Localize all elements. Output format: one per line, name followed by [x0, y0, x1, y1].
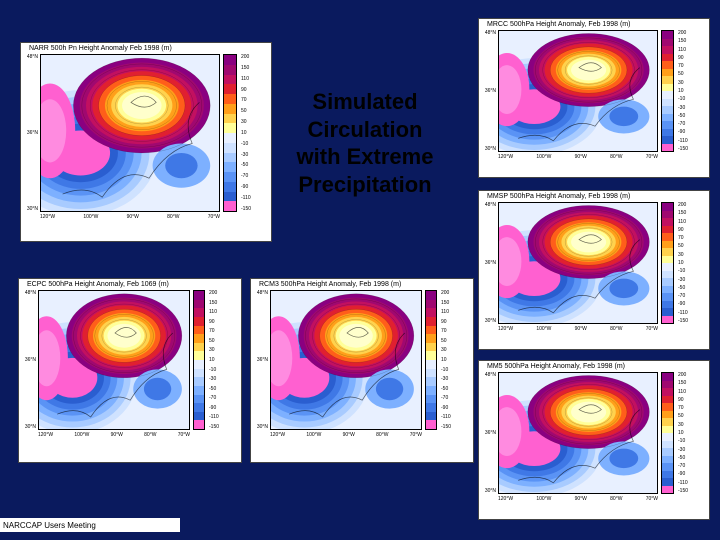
- colorbar: [425, 290, 437, 430]
- axis-x: 120°W100°W90°W80°W70°W: [40, 214, 220, 220]
- axis-y: 48°N36°N30°N: [484, 372, 496, 494]
- axis-y: 48°N36°N30°N: [24, 290, 36, 430]
- map-wrap: 48°N36°N30°N 120°W100°W90°W80°W70°W: [498, 372, 658, 494]
- panel-body: 48°N36°N30°N 120°W100°W90°W80°W70°W 2001…: [19, 288, 241, 434]
- colorbar-labels: 2001501109070503010-10-30-50-70-90-110-1…: [240, 54, 251, 212]
- axis-y: 48°N36°N30°N: [256, 290, 268, 430]
- panel-title: NARR 500h Pn Height Anomaly Feb 1998 (m): [21, 43, 271, 52]
- axis-y: 48°N36°N30°N: [484, 202, 496, 324]
- map: [40, 54, 220, 212]
- panel-body: 48°N36°N30°N 120°W100°W90°W80°W70°W 2001…: [251, 288, 473, 434]
- slide-root: SimulatedCirculationwith ExtremePrecipit…: [0, 0, 720, 540]
- colorbar: [661, 202, 674, 324]
- map: [498, 202, 658, 324]
- map: [498, 30, 658, 152]
- map: [270, 290, 422, 430]
- axis-x: 120°W100°W90°W80°W70°W: [38, 432, 190, 438]
- panel-body: 48°N36°N30°N 120°W100°W90°W80°W70°W 2001…: [21, 52, 271, 216]
- map-wrap: 48°N36°N30°N 120°W100°W90°W80°W70°W: [38, 290, 190, 430]
- colorbar-labels: 2001501109070503010-10-30-50-70-90-110-1…: [677, 30, 688, 152]
- colorbar-labels: 2001501109070503010-10-30-50-70-90-110-1…: [677, 372, 688, 494]
- map: [498, 372, 658, 494]
- panel-mm5: MM5 500hPa Height Anomaly, Feb 1998 (m) …: [478, 360, 710, 520]
- panel-title: MRCC 500hPa Height Anomaly, Feb 1998 (m): [479, 19, 709, 28]
- panel-body: 48°N36°N30°N 120°W100°W90°W80°W70°W 2001…: [479, 200, 709, 328]
- colorbar: [223, 54, 237, 212]
- panel-body: 48°N36°N30°N 120°W100°W90°W80°W70°W 2001…: [479, 370, 709, 498]
- axis-x: 120°W100°W90°W80°W70°W: [498, 154, 658, 160]
- slide-title: SimulatedCirculationwith ExtremePrecipit…: [275, 88, 455, 198]
- panel-rcm3: RCM3 500hPa Height Anomaly, Feb 1998 (m)…: [250, 278, 474, 463]
- panel-title: MMSP 500hPa Height Anomaly, Feb 1998 (m): [479, 191, 709, 200]
- panel-title: ECPC 500hPa Height Anomaly, Feb 1069 (m): [19, 279, 241, 288]
- map-wrap: 48°N36°N30°N 120°W100°W90°W80°W70°W: [40, 54, 220, 212]
- colorbar: [661, 372, 674, 494]
- panel-mmsp: MMSP 500hPa Height Anomaly, Feb 1998 (m)…: [478, 190, 710, 350]
- footer-bar: NARCCAP Users Meeting: [0, 518, 180, 532]
- axis-y: 48°N36°N30°N: [26, 54, 38, 212]
- colorbar-labels: 2001501109070503010-10-30-50-70-90-110-1…: [208, 290, 219, 430]
- panel-body: 48°N36°N30°N 120°W100°W90°W80°W70°W 2001…: [479, 28, 709, 156]
- contour-field: [499, 31, 657, 151]
- panel-title: MM5 500hPa Height Anomaly, Feb 1998 (m): [479, 361, 709, 370]
- footer-text: NARCCAP Users Meeting: [3, 521, 96, 530]
- map-wrap: 48°N36°N30°N 120°W100°W90°W80°W70°W: [498, 202, 658, 324]
- contour-field: [41, 55, 219, 211]
- panel-mrcc: MRCC 500hPa Height Anomaly, Feb 1998 (m)…: [478, 18, 710, 178]
- axis-x: 120°W100°W90°W80°W70°W: [498, 326, 658, 332]
- contour-field: [499, 373, 657, 493]
- panel-ecpc: ECPC 500hPa Height Anomaly, Feb 1069 (m)…: [18, 278, 242, 463]
- contour-field: [499, 203, 657, 323]
- colorbar-labels: 2001501109070503010-10-30-50-70-90-110-1…: [677, 202, 688, 324]
- panel-narr: NARR 500h Pn Height Anomaly Feb 1998 (m)…: [20, 42, 272, 242]
- panel-title: RCM3 500hPa Height Anomaly, Feb 1998 (m): [251, 279, 473, 288]
- contour-field: [39, 291, 189, 429]
- map-wrap: 48°N36°N30°N 120°W100°W90°W80°W70°W: [498, 30, 658, 152]
- contour-field: [271, 291, 421, 429]
- axis-x: 120°W100°W90°W80°W70°W: [270, 432, 422, 438]
- axis-x: 120°W100°W90°W80°W70°W: [498, 496, 658, 502]
- colorbar: [193, 290, 205, 430]
- colorbar: [661, 30, 674, 152]
- colorbar-labels: 2001501109070503010-10-30-50-70-90-110-1…: [440, 290, 451, 430]
- map-wrap: 48°N36°N30°N 120°W100°W90°W80°W70°W: [270, 290, 422, 430]
- axis-y: 48°N36°N30°N: [484, 30, 496, 152]
- map: [38, 290, 190, 430]
